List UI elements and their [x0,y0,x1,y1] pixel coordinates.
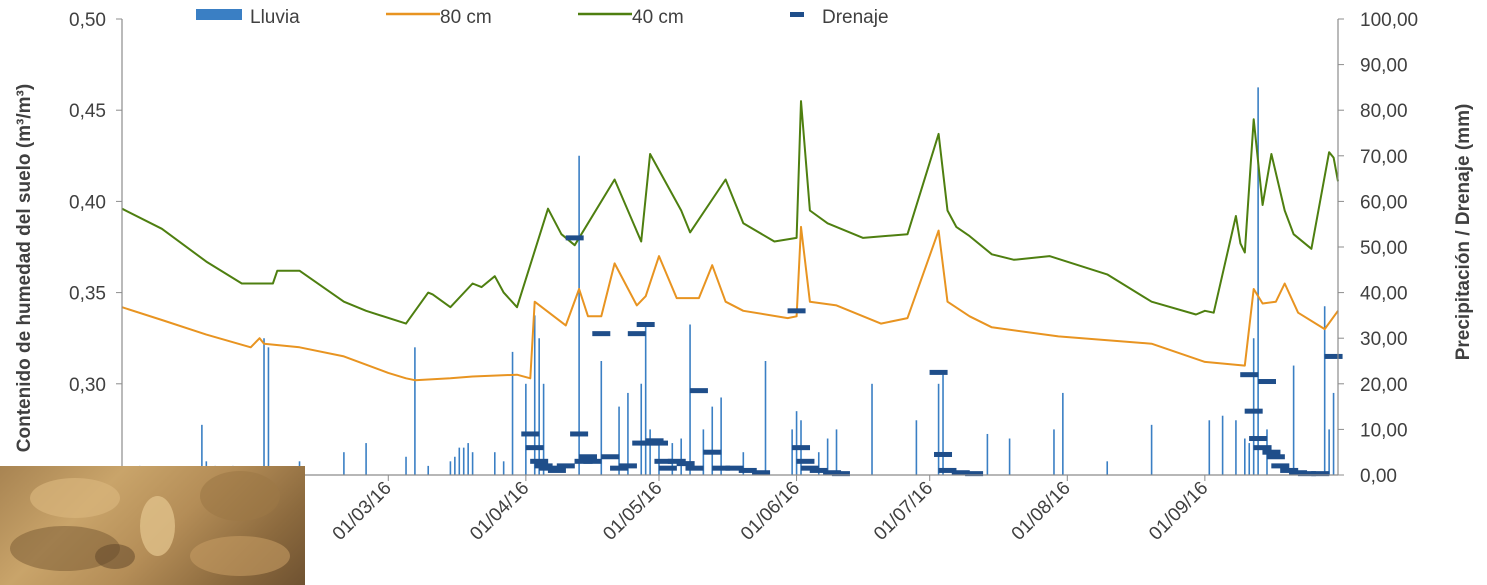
lluvia-bars [138,87,1335,475]
y-tick-label: 0,40 [69,192,106,213]
drenaje-marker [565,235,584,241]
y-tick-label: 0,45 [69,101,106,122]
y2-tick-label: 70,00 [1360,147,1408,168]
y2-tick-label: 40,00 [1360,284,1408,305]
legend-label-lluvia: Lluvia [250,7,300,28]
y-tick-label: 0,50 [69,10,106,31]
y-axis-title-left: Contenido de humedad del suelo (m³/m³) [14,84,35,452]
drenaje-marker [1240,372,1259,378]
drenaje-marker [618,463,637,469]
moisture-lines [121,100,1339,382]
drenaje-marker [654,458,673,464]
x-tick-label: 01/08/16 [1008,478,1075,545]
drenaje-marker [556,463,575,469]
drenaje-marker [658,465,677,471]
x-tick-label: 01/05/16 [599,478,666,545]
drenaje-marker [951,470,970,476]
drenaje-marker [703,449,722,455]
drenaje-marker [676,461,695,467]
drenaje-marker [570,431,589,437]
legend-label-drenaje: Drenaje [822,7,889,28]
y2-tick-label: 80,00 [1360,101,1408,122]
drenaje-marker [592,331,611,337]
drenaje-marker [965,471,984,477]
drenaje-marker [521,431,540,437]
drenaje-marker [636,322,655,328]
x-tick-label: 01/09/16 [1145,478,1212,545]
drenaje-marker [1311,471,1330,477]
drenaje-marker [547,467,566,473]
drenaje-marker [1262,449,1281,455]
axes [121,19,1339,476]
series-line-40cm [121,100,1339,325]
drenaje-marker [1244,408,1263,414]
drenaje-marker [929,369,948,375]
drenaje-marker [530,458,549,464]
x-tick-label: 01/03/16 [329,478,396,545]
legend-swatch-lluvia [196,9,242,20]
y-tick-label: 0,35 [69,284,106,305]
drenaje-marker [583,458,602,464]
x-tick-label: 01/07/16 [870,478,937,545]
y2-tick-label: 20,00 [1360,375,1408,396]
drenaje-marker [809,467,828,473]
drenaje-marker [787,308,806,314]
drenaje-marker [1266,454,1285,460]
y-axis-title-right: Precipitación / Drenaje (mm) [1453,104,1474,361]
drenaje-marker [1253,445,1272,451]
drenaje-marker [938,467,957,473]
drenaje-marker [649,440,668,446]
drenaje-marker [627,331,646,337]
y2-tick-label: 50,00 [1360,238,1408,259]
soil-photo [0,466,305,585]
x-tick-label: 01/06/16 [737,478,804,545]
drenaje-marker [1297,471,1316,477]
drenaje-marker [712,465,731,471]
y2-tick-label: 0,00 [1360,466,1397,487]
drenaje-marker [689,388,708,394]
series-line-80cm [121,225,1339,382]
y2-tick-label: 100,00 [1360,10,1418,31]
drenaje-marker [525,445,544,451]
drenaje-marker [934,451,953,457]
drenaje-marker [792,445,811,451]
y2-tick-label: 90,00 [1360,56,1408,77]
legend-label-40cm: 40 cm [632,7,684,28]
drenaje-marker [578,454,597,460]
drenaje-marker [796,458,815,464]
drenaje-marker [1324,353,1343,359]
drenaje-marker [752,470,771,476]
drenaje-markers [521,235,1343,477]
legend-label-80cm: 80 cm [440,7,492,28]
legend: Lluvia 80 cm 40 cm Drenaje [196,7,889,28]
y-tick-label: 0,30 [69,375,106,396]
y2-tick-label: 10,00 [1360,420,1408,441]
y2-tick-label: 30,00 [1360,329,1408,350]
drenaje-marker [725,465,744,471]
drenaje-marker [738,467,757,473]
drenaje-marker [601,454,620,460]
drenaje-marker [1271,463,1290,469]
drenaje-marker [1257,379,1276,385]
legend-swatch-drenaje [790,12,804,17]
drenaje-marker [685,465,704,471]
x-tick-label: 01/04/16 [466,478,533,545]
y2-tick-label: 60,00 [1360,192,1408,213]
drenaje-marker [831,471,850,477]
drenaje-marker [1249,436,1268,442]
